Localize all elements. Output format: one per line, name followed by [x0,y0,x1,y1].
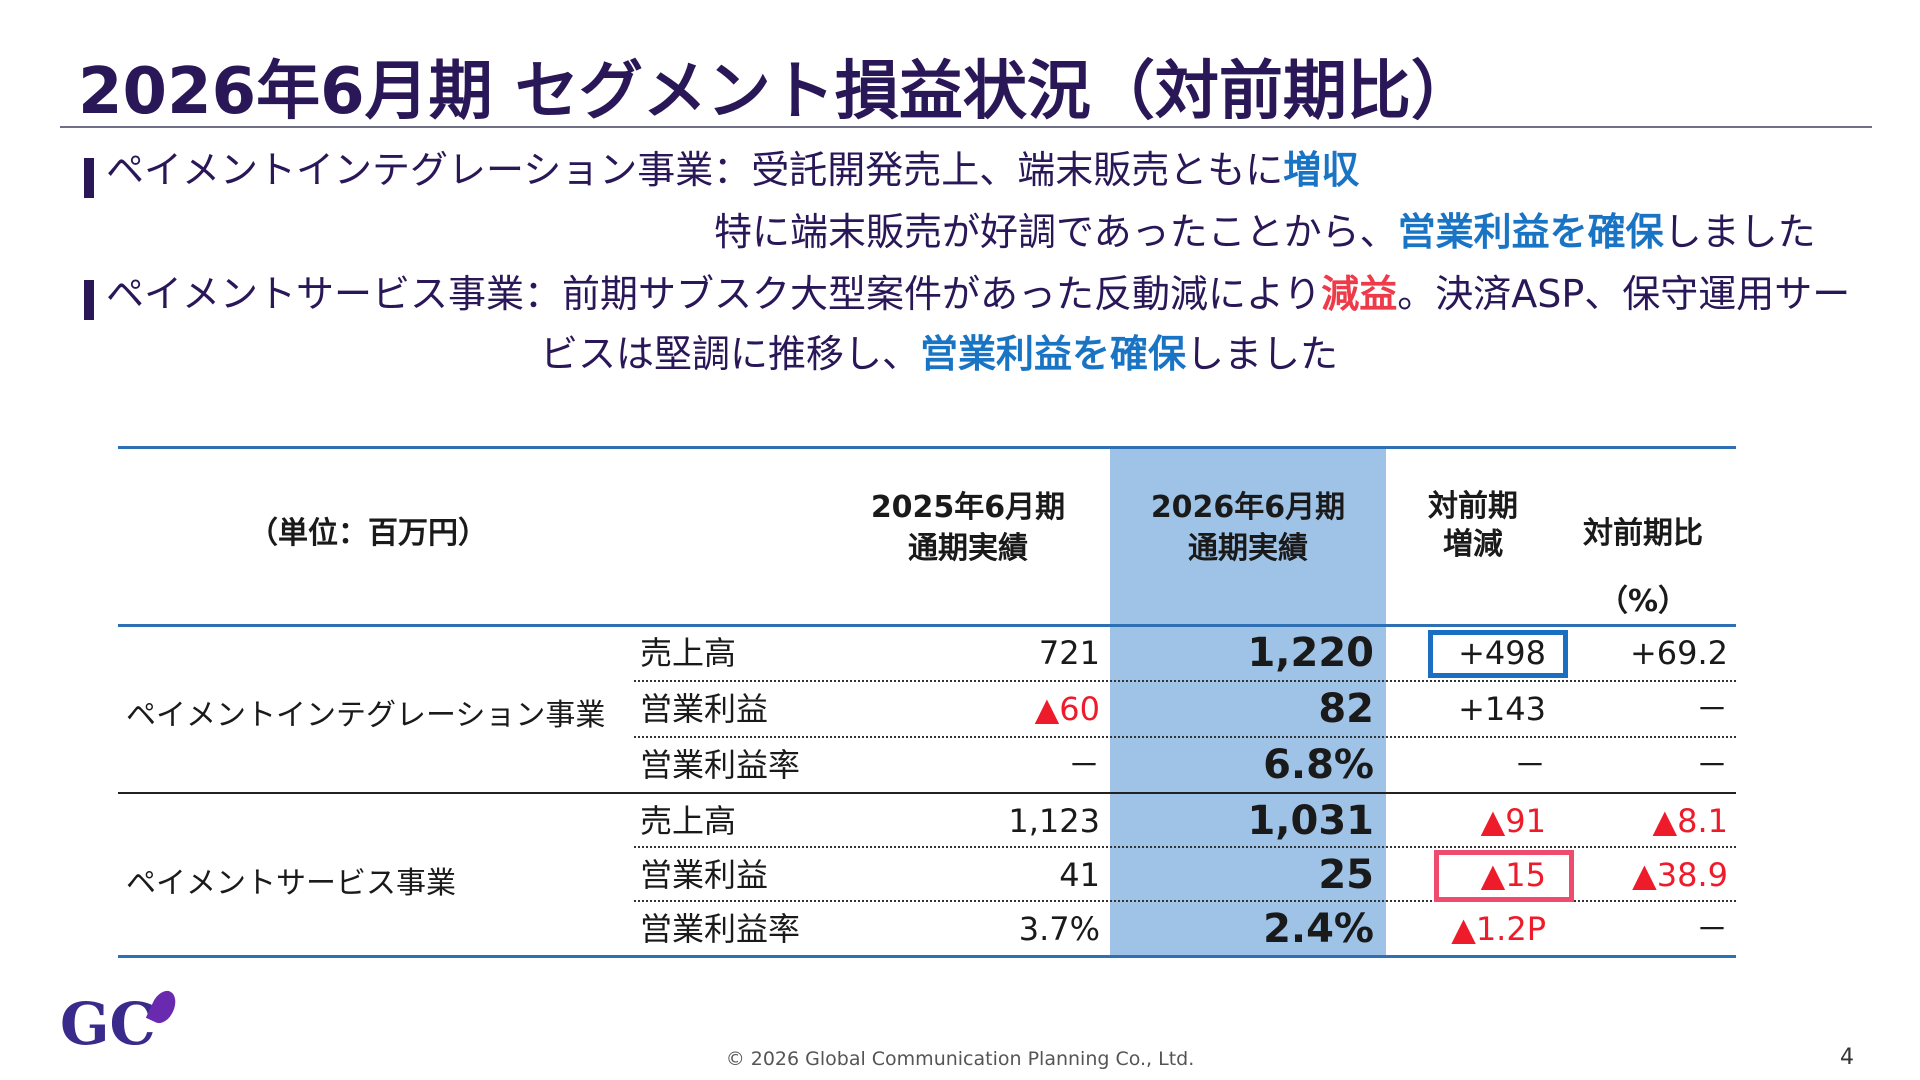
prev-value: 1,123 [1008,802,1100,840]
bullet-2-line-2: ビスは堅調に推移し、営業利益を確保しました [540,332,1338,378]
table-top-rule [118,446,1736,449]
segment-name: ペイメントサービス事業 [126,866,456,901]
table-header-rule [118,624,1736,627]
bullet-text: ビスは堅調に推移し、 [540,332,921,376]
header-prev-year: 2025年6月期 通期実績 [838,488,1098,569]
ratio-value: － [1695,746,1728,784]
row-label: 営業利益 [640,856,769,894]
row-label: 売上高 [640,634,737,672]
header-line: 通期実績 [908,530,1028,566]
title-divider [60,126,1872,128]
header-diff: 対前期 増減 [1388,488,1558,563]
prev-value: ▲60 [1034,690,1100,728]
row-label: 売上高 [640,802,737,840]
diff-value: +143 [1458,690,1546,728]
diff-value: ▲91 [1480,802,1546,840]
ratio-value: ▲8.1 [1652,802,1729,840]
ratio-value: － [1695,690,1728,728]
company-logo: GC [60,990,156,1058]
row-label: 営業利益率 [640,910,801,948]
table-segment-rule [118,792,1736,794]
current-value: 1,031 [1247,798,1374,844]
prev-value: 721 [1038,634,1100,672]
row-divider [634,736,1736,738]
highlight-text: 営業利益を確保 [1397,210,1664,254]
bullet-1-line-2: 特に端末販売が好調であったことから、営業利益を確保しました [714,210,1816,256]
row-divider [634,680,1736,682]
current-value: 25 [1318,852,1374,898]
table-bottom-rule [118,955,1736,958]
ratio-value: ▲38.9 [1632,856,1728,894]
row-label: 営業利益 [640,690,769,728]
bullet-2-line-1: ペイメントサービス事業：前期サブスク大型案件があった反動減により減益。決済ASP… [106,272,1850,318]
highlight-text: 営業利益を確保 [920,332,1187,376]
row-divider [634,900,1736,902]
header-ratio: 対前期比 [1583,516,1703,551]
highlight-box-blue [1428,630,1568,678]
page-number: 4 [1840,1045,1854,1070]
current-value: 6.8% [1263,742,1374,788]
current-year-column-highlight [1110,446,1386,958]
prev-value: 3.7% [1018,910,1100,948]
ratio-value: +69.2 [1629,634,1728,672]
bullet-text: ペイメントサービス事業：前期サブスク大型案件があった反動減により [106,272,1322,316]
diff-value: － [1513,746,1546,784]
segment-table: （単位：百万円） 2025年6月期 通期実績 2026年6月期 通期実績 対前期… [118,446,1736,958]
bullet-text: ペイメントインテグレーション事業：受託開発売上、端末販売ともに [106,148,1284,192]
prev-value: 41 [1059,856,1100,894]
bullet-text: しました [1663,210,1816,254]
highlight-text: 増収 [1283,148,1360,192]
header-line: 通期実績 [1188,530,1308,566]
copyright-footer: © 2026 Global Communication Planning Co.… [725,1048,1195,1070]
prev-value: － [1067,746,1100,784]
bullet-marker [84,158,94,198]
diff-value: ▲1.2P [1451,910,1546,948]
header-current-year: 2026年6月期 通期実績 [1116,488,1380,569]
current-value: 1,220 [1247,630,1374,676]
header-line: 2026年6月期 [1150,490,1346,525]
diff-value: ▲15 [1480,856,1546,894]
header-line: 対前期 [1428,489,1518,524]
header-line: 2025年6月期 [870,490,1066,525]
highlight-box-red [1434,850,1574,902]
bullet-1-line-1: ペイメントインテグレーション事業：受託開発売上、端末販売ともに増収 [106,148,1359,194]
bullet-text: 。決済ASP、保守運用サー [1397,272,1851,316]
bullet-text: しました [1186,332,1339,376]
header-ratio-unit: （%） [1597,584,1689,619]
highlight-text: 減益 [1321,272,1398,316]
current-value: 2.4% [1263,906,1374,952]
unit-label: （単位：百万円） [248,516,488,551]
current-value: 82 [1318,686,1374,732]
ratio-value: － [1695,910,1728,948]
segment-name: ペイメントインテグレーション事業 [126,698,606,733]
bullet-text: 特に端末販売が好調であったことから、 [714,210,1398,254]
bullet-marker [84,280,94,320]
row-divider [634,846,1736,848]
row-label: 営業利益率 [640,746,801,784]
page-title: 2026年6月期 セグメント損益状況（対前期比） [78,55,1475,129]
header-line: 増減 [1443,526,1503,562]
diff-value: +498 [1458,634,1546,672]
